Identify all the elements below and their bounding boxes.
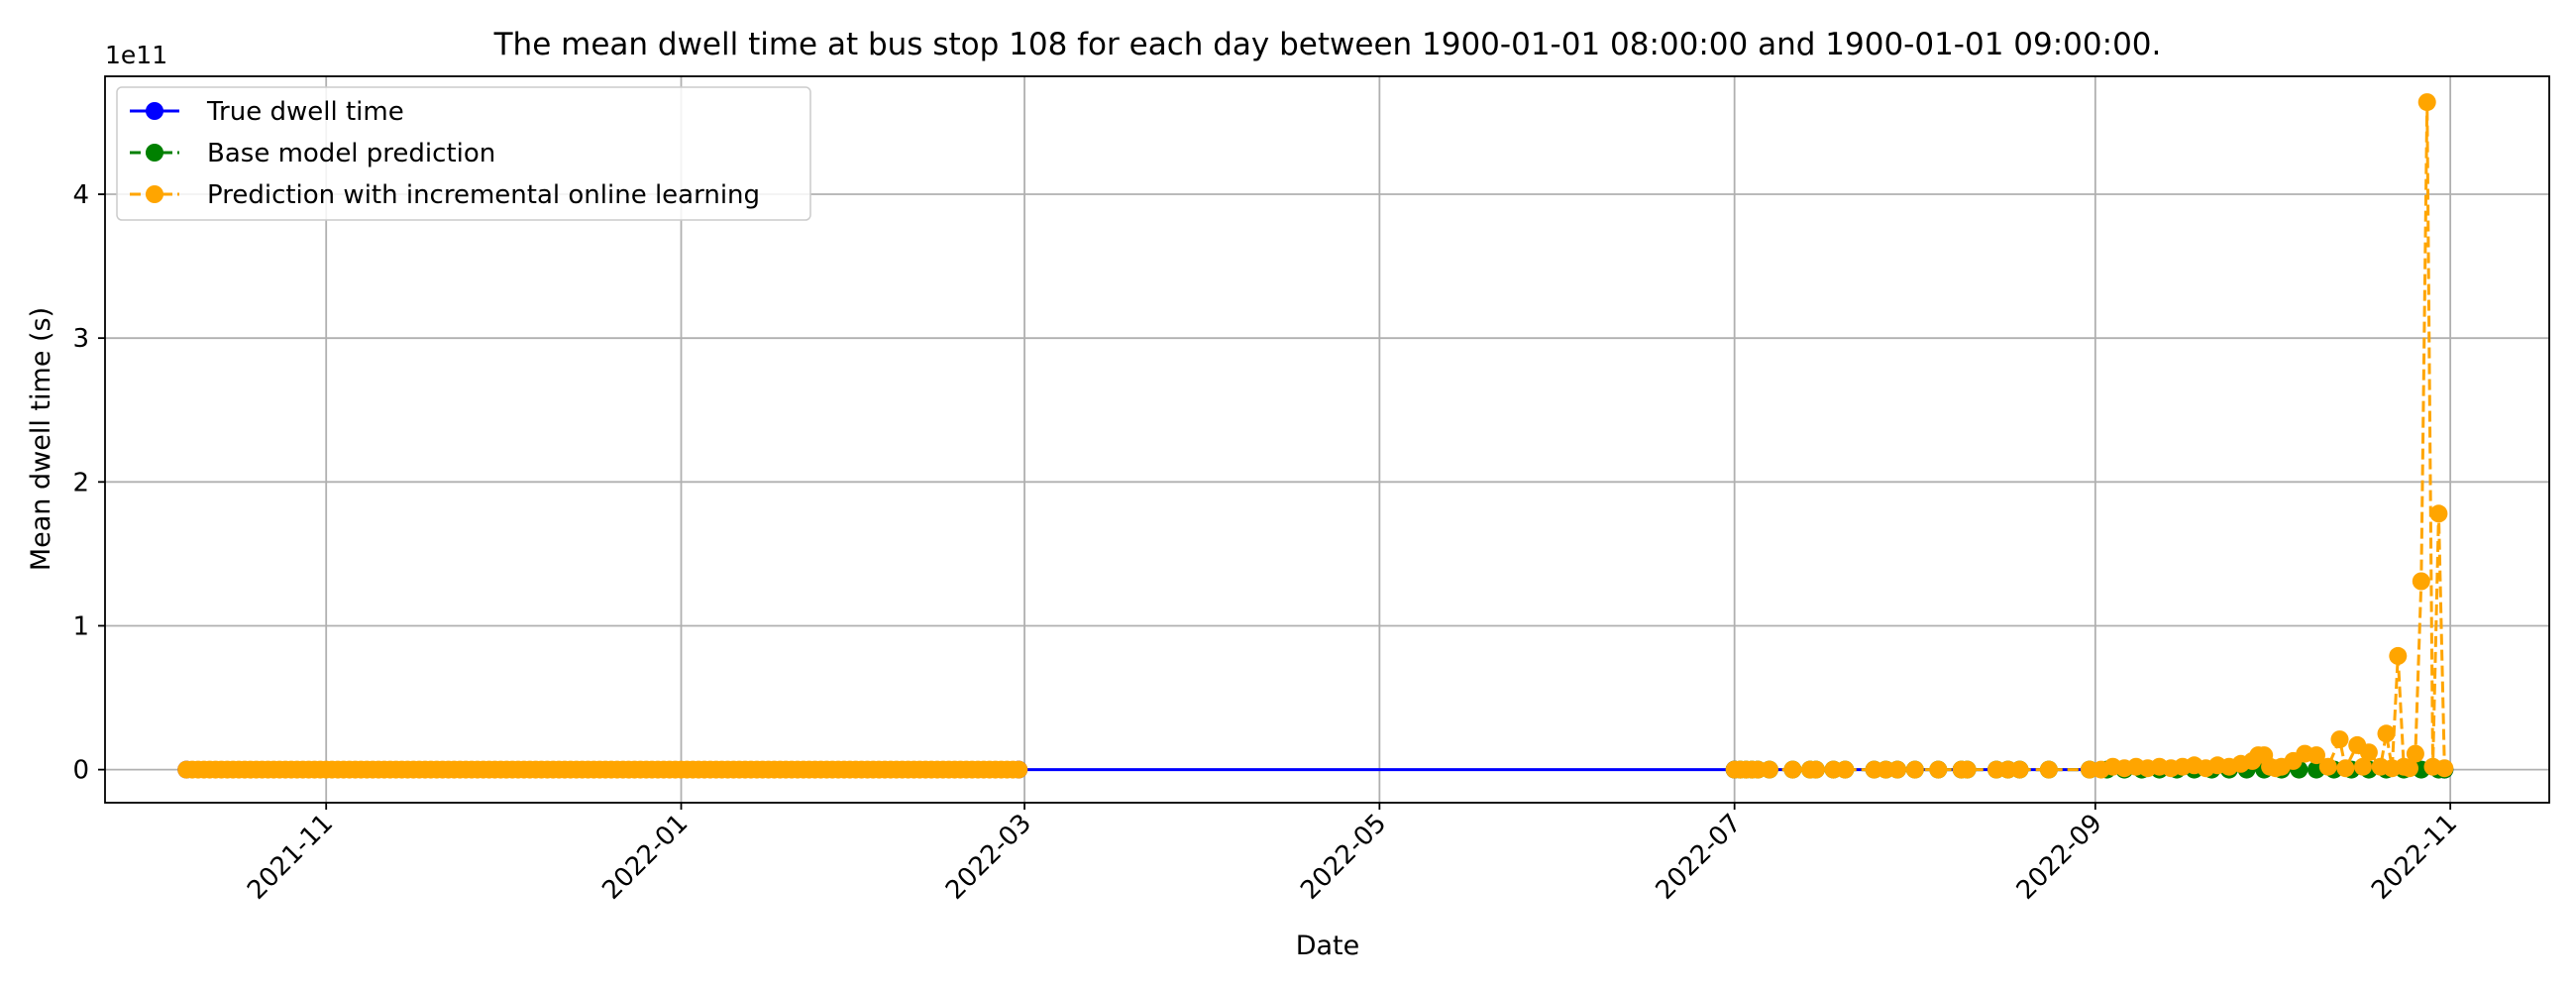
legend-true-dwell-marker <box>146 102 163 120</box>
data-point-prediction-with-incremental-online-learning <box>2330 730 2349 749</box>
data-point-early-online <box>1010 760 1028 779</box>
legend: True dwell time Base model prediction Pr… <box>116 86 811 221</box>
data-point-prediction-with-incremental-online-learning <box>2389 646 2408 665</box>
y-offset-label: 1e11 <box>105 41 167 69</box>
legend-online-learning-marker <box>146 185 163 203</box>
y-axis-label: Mean dwell time (s) <box>26 307 56 571</box>
y-tick-label: 3 <box>72 324 89 354</box>
data-point-prediction-with-incremental-online-learning <box>1836 760 1855 779</box>
data-point-prediction-with-incremental-online-learning <box>1888 760 1907 779</box>
data-point-prediction-with-incremental-online-learning <box>1806 760 1825 779</box>
data-point-prediction-with-incremental-online-learning <box>2412 572 2430 591</box>
legend-entry-base-model: Base model prediction <box>130 139 495 168</box>
data-point-prediction-with-incremental-online-learning <box>2359 743 2378 762</box>
x-axis-label: Date <box>1296 931 1360 961</box>
data-point-prediction-with-incremental-online-learning <box>2010 760 2029 779</box>
y-tick-label: 1 <box>72 611 89 641</box>
y-tick-label: 2 <box>72 468 89 497</box>
series-early-daily-points <box>177 760 1028 779</box>
data-point-prediction-with-incremental-online-learning <box>2429 504 2448 523</box>
legend-true-dwell-label: True dwell time <box>206 97 404 127</box>
data-point-prediction-with-incremental-online-learning <box>2318 757 2337 776</box>
y-tick-label: 0 <box>72 756 89 786</box>
series-prediction-with-incremental-online-learning <box>1725 93 2454 779</box>
legend-entry-true-dwell: True dwell time <box>130 97 404 127</box>
y-tick-label: 4 <box>72 180 89 210</box>
legend-frame <box>116 86 811 221</box>
data-point-prediction-with-incremental-online-learning <box>2336 759 2355 778</box>
y-axis: 0 1 2 3 4 <box>72 180 105 786</box>
plot-frame <box>104 75 2550 804</box>
legend-base-model-label: Base model prediction <box>207 139 495 168</box>
data-point-prediction-with-incremental-online-learning <box>2435 759 2454 778</box>
legend-entry-online-learning: Prediction with incremental online learn… <box>130 180 760 210</box>
data-point-prediction-with-incremental-online-learning <box>2406 744 2424 763</box>
data-point-prediction-with-incremental-online-learning <box>2417 93 2436 112</box>
data-point-prediction-with-incremental-online-learning <box>1905 760 1924 779</box>
data-point-prediction-with-incremental-online-learning <box>1958 760 1977 779</box>
data-point-prediction-with-incremental-online-learning <box>2308 746 2325 765</box>
plot-series <box>177 93 2454 779</box>
legend-base-model-marker <box>146 144 163 162</box>
data-point-prediction-with-incremental-online-learning <box>2401 759 2418 778</box>
chart-title: The mean dwell time at bus stop 108 for … <box>493 27 2162 62</box>
data-point-prediction-with-incremental-online-learning <box>2377 724 2396 743</box>
data-point-prediction-with-incremental-online-learning <box>1760 760 1778 779</box>
grid <box>105 76 2549 803</box>
data-point-prediction-with-incremental-online-learning <box>1783 760 1802 779</box>
data-point-prediction-with-incremental-online-learning <box>1929 760 1948 779</box>
legend-online-learning-label: Prediction with incremental online learn… <box>207 180 760 210</box>
data-point-prediction-with-incremental-online-learning <box>2039 760 2058 779</box>
data-point-prediction-with-incremental-online-learning <box>2354 757 2372 776</box>
